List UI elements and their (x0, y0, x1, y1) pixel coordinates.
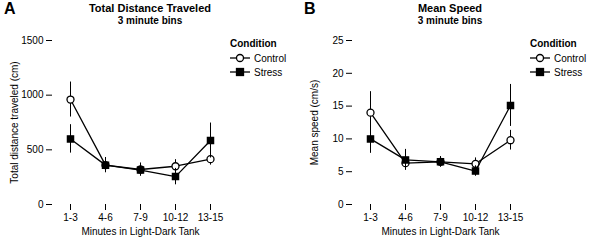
svg-text:Mean speed (cm/s): Mean speed (cm/s) (309, 80, 320, 166)
svg-text:10: 10 (332, 133, 344, 144)
svg-text:Total distance traveled (cm): Total distance traveled (cm) (9, 61, 20, 183)
svg-text:0: 0 (38, 199, 44, 210)
html-text:B: B (304, 0, 316, 17)
svg-text:20: 20 (332, 68, 344, 79)
svg-text:Minutes in Light-Dark Tank: Minutes in Light-Dark Tank (381, 226, 500, 237)
svg-text:25: 25 (332, 35, 344, 46)
html-text:A: A (4, 0, 16, 17)
svg-text:13-15: 13-15 (198, 212, 224, 223)
svg-text:500: 500 (27, 144, 44, 155)
svg-text:15: 15 (332, 100, 344, 111)
html-text:3 minute bins: 3 minute bins (417, 15, 483, 26)
html-text:Control: Control (554, 52, 587, 64)
svg-text:1500: 1500 (21, 35, 44, 46)
svg-text:7-9: 7-9 (133, 212, 148, 223)
html-text:Mean Speed: Mean Speed (417, 2, 483, 14)
svg-text:Minutes in Light-Dark Tank: Minutes in Light-Dark Tank (81, 226, 200, 237)
html-text:3 minute bins: 3 minute bins (117, 15, 183, 26)
html-text:Condition: Condition (230, 38, 277, 49)
svg-text:0: 0 (338, 199, 344, 210)
svg-text:5: 5 (338, 166, 344, 177)
svg-text:1000: 1000 (21, 89, 44, 100)
svg-text:10-12: 10-12 (163, 212, 189, 223)
html-text:Control: Control (254, 52, 287, 64)
svg-text:1-3: 1-3 (63, 212, 78, 223)
html-text:Stress: Stress (554, 66, 583, 78)
svg-text:10-12: 10-12 (463, 212, 489, 223)
svg-text:13-15: 13-15 (498, 212, 524, 223)
html-text:Condition: Condition (530, 38, 577, 49)
html-text:Total Distance Traveled: Total Distance Traveled (89, 2, 211, 14)
html-text:Stress: Stress (254, 66, 283, 78)
svg-text:7-9: 7-9 (433, 212, 448, 223)
svg-text:4-6: 4-6 (98, 212, 113, 223)
svg-text:4-6: 4-6 (398, 212, 413, 223)
svg-text:1-3: 1-3 (363, 212, 378, 223)
